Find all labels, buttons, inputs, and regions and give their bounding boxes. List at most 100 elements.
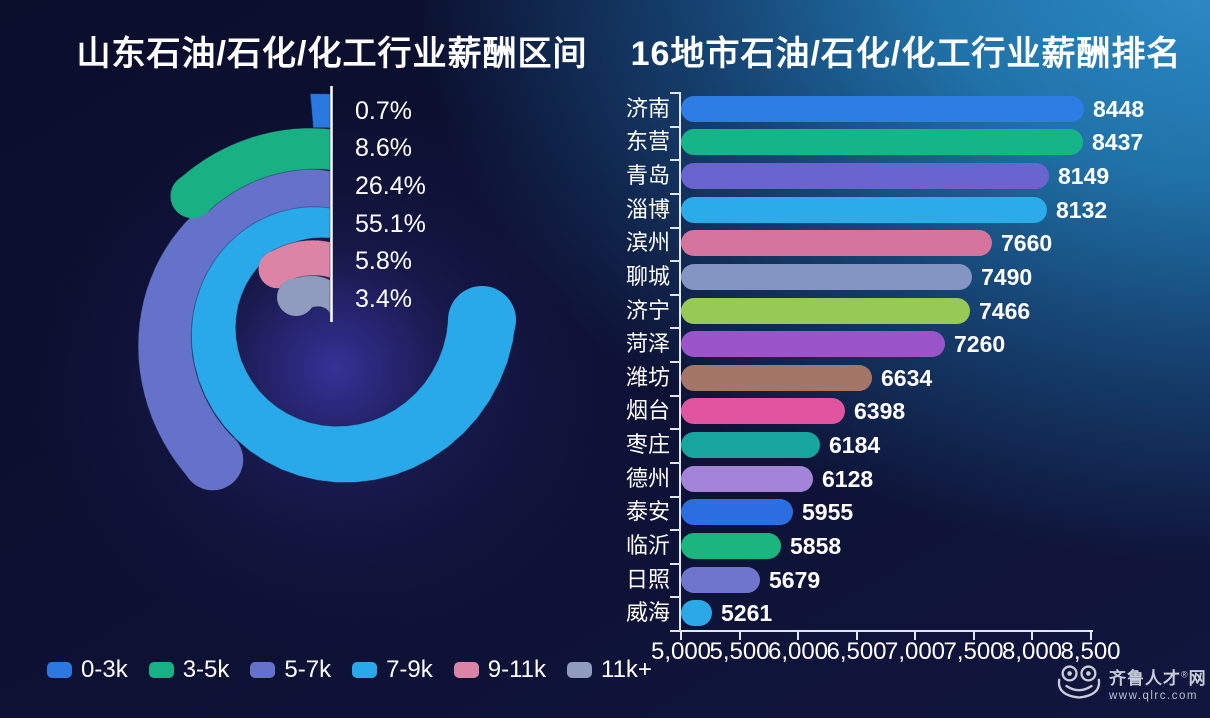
legend-swatch [567,662,593,678]
legend-label: 0-3k [81,656,128,683]
bar [681,364,872,391]
bar-value-label: 7660 [1001,230,1053,257]
legend-item-11k+: 11k+ [567,656,652,684]
right-chart-title: 16地市石油/石化/化工行业薪酬排名 [630,35,1182,73]
pie-segment-3-5k [175,127,331,212]
pie-segment-cap [182,429,244,491]
left-chart-title: 山东石油/石化/化工行业薪酬区间 [76,35,588,73]
bar-row-label: 青岛 [625,163,670,189]
bar-row-label: 烟台 [625,398,670,424]
y-axis-tick [670,92,679,94]
y-axis-tick [670,226,679,229]
pie-percent-label: 3.4% [355,285,412,313]
bar [681,600,712,627]
x-axis-tick [914,630,916,640]
bar [681,95,1084,122]
bar [681,331,945,358]
x-axis-label: 6,000 [767,638,829,665]
y-axis-tick [670,529,679,532]
bar-row-label: 临沂 [625,532,670,558]
legend-swatch [352,662,378,678]
bar-value-label: 8149 [1058,163,1110,190]
bar [681,566,760,593]
pie-segment-cap [277,278,315,317]
bar-row-label: 潍坊 [625,364,670,390]
legend-item-9-11k: 9-11k [453,656,546,684]
y-axis-tick [670,361,679,363]
bar-value-label: 6634 [881,364,933,391]
bar-row-label: 泰安 [625,499,670,525]
y-axis-tick [670,260,679,263]
pie-segment-cap [448,286,516,354]
bar-row-label: 济南 [625,95,670,121]
y-axis-tick [670,630,679,632]
bar [681,432,820,459]
pie-percent-label: 8.6% [355,134,412,162]
pie-segment-0-3k [309,93,331,129]
x-axis-label: 7,000 [884,638,946,665]
brand-url: www.qlrc.com [1109,689,1198,702]
bar-value-label: 8132 [1056,196,1108,223]
y-axis-tick [670,125,679,128]
legend-swatch [148,662,174,678]
x-axis-tick [1089,630,1092,640]
x-axis-tick [680,630,682,640]
bar-row-label: 德州 [625,465,670,491]
pie-percent-label: 5.8% [355,247,412,275]
bar-row-label: 淄博 [625,196,670,222]
legend-label: 5-7k [284,656,332,683]
bar-value-label: 5955 [802,499,854,526]
legend-swatch [47,662,72,678]
x-axis-label: 6,500 [826,638,887,665]
bar-row-label: 菏泽 [625,331,670,357]
bar-row-label: 枣庄 [625,432,670,458]
x-axis-label: 5,000 [650,638,712,665]
y-axis-tick [670,461,679,464]
x-axis-tick [797,630,799,640]
brand-logo: 齐鲁人才®网 www.qlrc.com [1056,664,1207,708]
pie-percent-label: 55.1% [355,210,426,238]
bar-value-label: 7260 [954,331,1006,358]
x-axis-label: 8,000 [1001,638,1063,665]
bar [681,263,972,290]
frog-logo-icon [1057,665,1101,699]
y-axis-tick [670,394,679,397]
bar-row-label: 滨州 [625,230,670,256]
bar [681,163,1049,190]
bar [681,196,1047,223]
bar [681,297,970,324]
legend-item-5-7k: 5-7k [250,656,331,684]
bar-row-label: 聊城 [625,263,670,289]
y-axis-line [679,92,681,632]
legend-item-0-3k: 0-3k [47,656,128,684]
x-axis-tick [855,630,858,640]
bar [681,532,781,559]
pie-percent-label: 0.7% [355,97,412,125]
legend-label: 3-5k [182,656,230,683]
bar-row-label: 威海 [625,600,670,626]
bar-value-label: 7490 [981,263,1033,290]
y-axis-tick [670,192,679,195]
y-axis-tick [670,562,679,565]
pie-segment-cap [170,174,215,219]
x-axis-label: 8,500 [1060,638,1121,665]
x-axis-line [679,630,1093,632]
bar-value-label: 5679 [769,566,821,593]
legend-swatch [453,662,479,678]
pie-percent-label: 26.4% [355,172,426,200]
legend-item-7-9k: 7-9k [352,656,433,684]
bar-value-label: 7466 [979,297,1031,324]
bar [681,129,1083,156]
bar-value-label: 5858 [790,532,842,559]
legend-label: 11k+ [601,656,652,683]
x-axis-tick [738,630,741,640]
pie-segment-cap [258,250,297,289]
bar-value-label: 5261 [721,600,773,627]
brand-name: 齐鲁人才®网 [1109,668,1207,688]
bar [681,398,845,425]
bar-value-label: 8437 [1092,129,1144,156]
legend-swatch [250,662,276,678]
bar [681,465,813,492]
salary-range-legend: 0-3k 3-5k 5-7k 7-9k 9-11k 11k+ [47,656,673,684]
